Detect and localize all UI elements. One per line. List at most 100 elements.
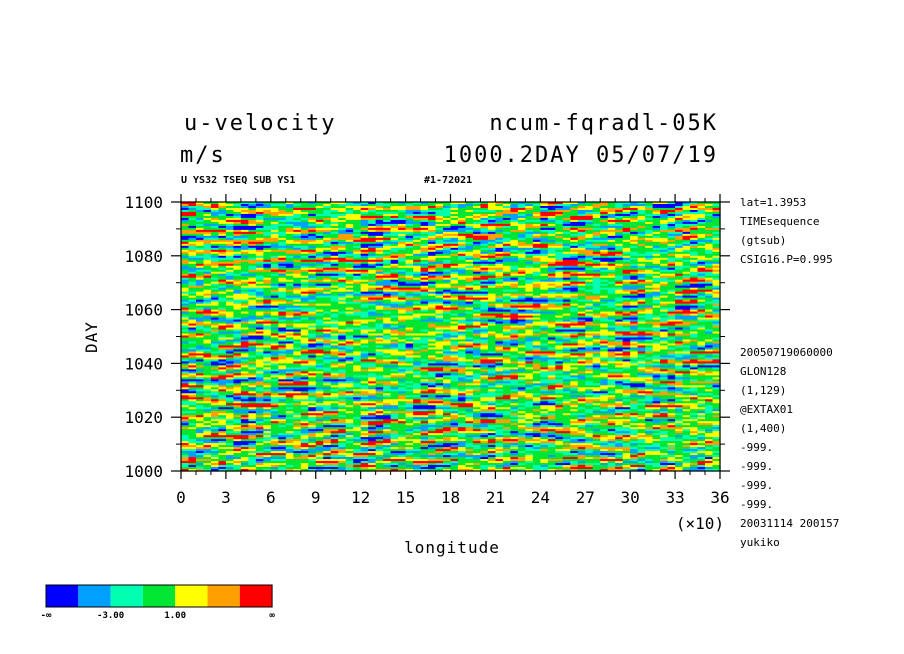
heatmap-cell xyxy=(338,257,347,261)
heatmap-cell xyxy=(682,283,691,287)
heatmap-cell xyxy=(278,205,287,209)
heatmap-cell xyxy=(525,289,534,293)
heatmap-cell xyxy=(308,321,317,325)
heatmap-cell xyxy=(585,315,594,319)
heatmap-cell xyxy=(308,221,317,225)
heatmap-cell xyxy=(435,329,444,333)
heatmap-cell xyxy=(705,311,714,315)
heatmap-cell xyxy=(532,203,541,207)
heatmap-cell xyxy=(188,287,197,291)
heatmap-cell xyxy=(525,325,534,329)
heatmap-cell xyxy=(472,321,482,325)
heatmap-cell xyxy=(300,307,309,311)
heatmap-cell xyxy=(630,205,639,209)
heatmap-cell xyxy=(405,253,414,257)
heatmap-cell xyxy=(660,321,669,325)
heatmap-cell xyxy=(270,241,279,245)
heatmap-cell xyxy=(495,231,504,235)
heatmap-cell xyxy=(705,333,714,337)
heatmap-cell xyxy=(667,221,676,225)
heatmap-cell xyxy=(592,283,601,287)
heatmap-cell xyxy=(248,243,257,247)
heatmap-cell xyxy=(270,311,279,315)
heatmap-cell xyxy=(667,251,676,255)
heatmap-cell xyxy=(360,203,369,207)
heatmap-cell xyxy=(255,243,264,247)
heatmap-cell xyxy=(300,271,309,275)
heatmap-cell xyxy=(413,247,422,251)
heatmap-cell xyxy=(420,315,429,319)
heatmap-cell xyxy=(540,243,549,247)
heatmap-cell xyxy=(375,265,384,269)
heatmap-cell xyxy=(705,229,714,233)
heatmap-cell xyxy=(697,289,706,293)
heatmap-cell xyxy=(428,241,437,245)
heatmap-cell xyxy=(570,293,579,297)
heatmap-cell xyxy=(233,205,242,209)
heatmap-cell xyxy=(525,279,534,283)
heatmap-cell xyxy=(285,313,294,317)
heatmap-cell xyxy=(615,273,624,277)
heatmap-cell xyxy=(502,237,511,241)
heatmap-cell xyxy=(278,295,287,299)
heatmap-cell xyxy=(465,261,474,265)
heatmap-cell xyxy=(517,327,526,331)
heatmap-cell xyxy=(428,287,437,291)
heatmap-cell xyxy=(308,299,317,303)
heatmap-cell xyxy=(517,285,526,289)
heatmap-cell xyxy=(308,313,317,317)
heatmap-cell xyxy=(353,225,362,229)
heatmap-cell xyxy=(502,311,511,315)
heatmap-cell xyxy=(263,329,272,333)
heatmap-cell xyxy=(637,331,646,335)
heatmap-cell xyxy=(255,325,264,329)
heatmap-cell xyxy=(330,293,339,297)
heatmap-cell xyxy=(547,277,556,281)
heatmap-cell xyxy=(600,331,609,335)
heatmap-cell xyxy=(637,263,646,267)
heatmap-cell xyxy=(278,301,287,305)
heatmap-cell xyxy=(667,297,676,301)
heatmap-cell xyxy=(218,289,227,293)
heatmap-cell xyxy=(592,241,601,245)
heatmap-cell xyxy=(443,317,452,321)
heatmap-cell xyxy=(457,241,467,245)
heatmap-cell xyxy=(218,261,227,265)
heatmap-cell xyxy=(585,309,594,313)
heatmap-cell xyxy=(390,215,399,219)
heatmap-cell xyxy=(195,267,205,271)
heatmap-cell xyxy=(210,237,220,241)
heatmap-cell xyxy=(540,281,549,285)
heatmap-cell xyxy=(457,251,467,255)
heatmap-cell xyxy=(308,285,317,289)
heatmap-cell xyxy=(615,311,624,315)
heatmap-cell xyxy=(300,331,309,335)
heatmap-cell xyxy=(398,253,407,257)
heatmap-cell xyxy=(690,271,699,275)
heatmap-cell xyxy=(285,235,294,239)
heatmap-cell xyxy=(405,309,414,313)
heatmap-cell xyxy=(682,227,691,231)
heatmap-cell xyxy=(487,227,497,231)
heatmap-cell xyxy=(383,333,392,337)
heatmap-cell xyxy=(472,203,482,207)
heatmap-cell xyxy=(712,279,721,283)
heatmap-cell xyxy=(398,255,407,259)
heatmap-cell xyxy=(622,309,631,313)
heatmap-cell xyxy=(195,287,205,291)
heatmap-cell xyxy=(293,211,302,215)
heatmap-cell xyxy=(353,205,362,209)
heatmap-cell xyxy=(210,229,220,233)
heatmap-cell xyxy=(263,225,272,229)
heatmap-cell xyxy=(315,297,324,301)
heatmap-cell xyxy=(270,209,279,213)
heatmap-cell xyxy=(517,289,526,293)
heatmap-cell xyxy=(690,257,699,261)
heatmap-cell xyxy=(323,301,332,305)
heatmap-cell xyxy=(532,277,541,281)
heatmap-cell xyxy=(181,225,190,229)
heatmap-cell xyxy=(487,245,497,249)
heatmap-cell xyxy=(585,253,594,257)
heatmap-cell xyxy=(248,255,257,259)
heatmap-cell xyxy=(457,217,467,221)
